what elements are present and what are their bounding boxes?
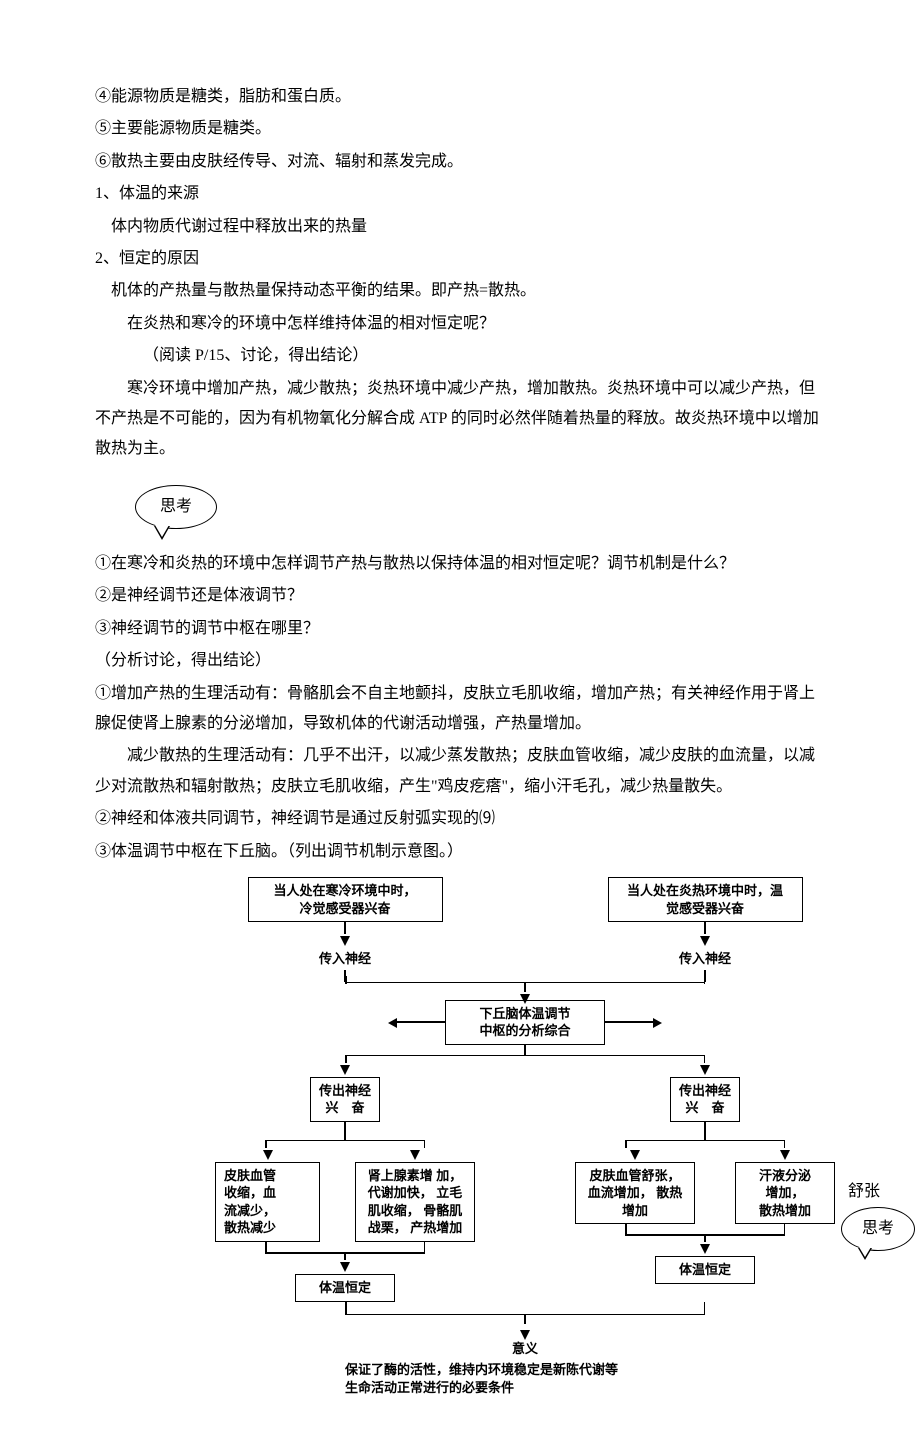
answer-sub-1a: ①增加产热的生理活动有：骨骼肌会不自主地颤抖，皮肤立毛肌收缩，增加产热；有关神经… <box>95 679 825 740</box>
think-bubble-1: 思考 <box>135 485 217 529</box>
hot-stimulus-box: 当人处在炎热环境中时，温 觉感受器兴奋 <box>608 877 803 922</box>
answer-sub-2: ②神经和体液共同调节，神经调节是通过反射弧实现的⑼ <box>95 804 825 834</box>
hypothalamus-box: 下丘脑体温调节 中枢的分析综合 <box>445 1000 605 1045</box>
paragraph-4: ④能源物质是糖类，脂肪和蛋白质。 <box>95 82 825 112</box>
paragraph-5: ⑤主要能源物质是糖类。 <box>95 114 825 144</box>
hot-sweat-box: 汗液分泌 增加， 散热增加 <box>735 1162 835 1225</box>
cold-stimulus-box: 当人处在寒冷环境中时， 冷觉感受器兴奋 <box>248 877 443 922</box>
think-question-1: ①在寒冷和炎热的环境中怎样调节产热与散热以保持体温的相对恒定呢？调节机制是什么？ <box>95 549 825 579</box>
question-1: 在炎热和寒冷的环境中怎样维持体温的相对恒定呢？ <box>95 309 825 339</box>
arrow-icon <box>655 1013 662 1031</box>
cold-vasoconstriction-box: 皮肤血管 收缩，血 流减少， 散热减少 <box>215 1162 320 1242</box>
efferent-right-box: 传出神经 兴 奋 <box>670 1077 740 1122</box>
hot-vasodilation-box: 皮肤血管舒张， 血流增加， 散热增加 <box>575 1162 695 1225</box>
stable-right-box: 体温恒定 <box>655 1256 755 1284</box>
arrow-icon <box>388 1013 395 1031</box>
discuss-note: （分析讨论，得出结论） <box>95 646 825 676</box>
section-1-body: 体内物质代谢过程中释放出来的热量 <box>95 212 825 242</box>
section-1-title: 1、体温的来源 <box>95 179 825 209</box>
stable-left-box: 体温恒定 <box>295 1274 395 1302</box>
answer-1: 寒冷环境中增加产热，减少散热；炎热环境中减少产热，增加散热。炎热环境中可以减少产… <box>95 374 825 465</box>
section-2-body: 机体的产热量与散热量保持动态平衡的结果。即产热=散热。 <box>95 276 825 306</box>
afferent-right: 传入神经 <box>679 950 731 968</box>
section-2-title: 2、恒定的原因 <box>95 244 825 274</box>
answer-sub-3: ③体温调节中枢在下丘脑。（列出调节机制示意图。） <box>95 837 825 867</box>
think-bubble-2-text: 思考 <box>862 1220 894 1237</box>
think-question-2: ②是神经调节还是体液调节？ <box>95 581 825 611</box>
paragraph-6: ⑥散热主要由皮肤经传导、对流、辐射和蒸发完成。 <box>95 147 825 177</box>
cold-heat-production-box: 肾上腺素增 加，代谢加快， 立毛肌收缩， 骨骼肌战栗， 产热增加 <box>355 1162 475 1242</box>
question-1-note: （阅读 P/15、讨论，得出结论） <box>95 341 825 371</box>
answer-sub-1b: 减少散热的生理活动有：几乎不出汗，以减少蒸发散热；皮肤血管收缩，减少皮肤的血流量… <box>95 741 825 802</box>
meaning-label: 意义 <box>512 1341 538 1356</box>
think-question-3: ③神经调节的调节中枢在哪里？ <box>95 614 825 644</box>
think-bubble-1-text: 思考 <box>160 498 192 515</box>
efferent-left-box: 传出神经 兴 奋 <box>310 1077 380 1122</box>
temperature-regulation-diagram: 当人处在寒冷环境中时， 冷觉感受器兴奋 传入神经 当人处在炎热环境中时，温 觉感… <box>215 877 835 1396</box>
afferent-left: 传入神经 <box>319 950 371 968</box>
side-note: 舒张 <box>848 1177 880 1207</box>
meaning-text: 保证了酶的活性，维持内环境稳定是新陈代谢等 生命活动正常进行的必要条件 <box>345 1361 705 1396</box>
think-bubble-2: 思考 <box>841 1207 915 1251</box>
